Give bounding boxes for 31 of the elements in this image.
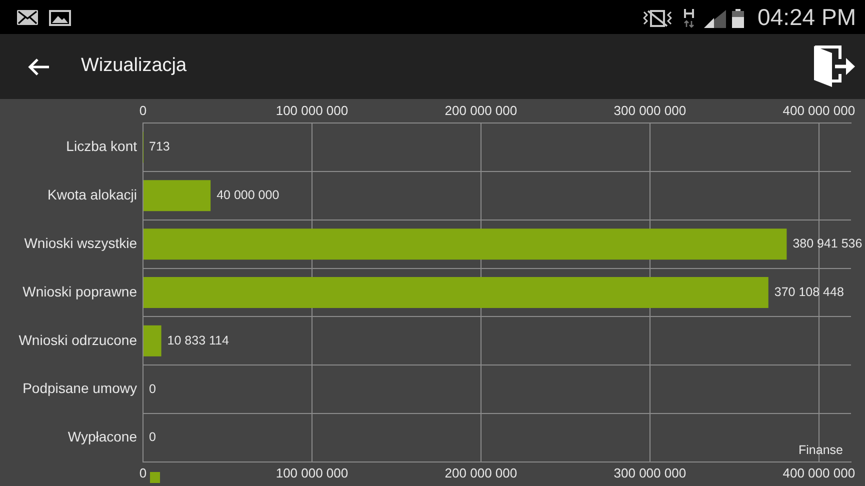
bar — [144, 180, 211, 212]
x2-tick-label: 0 — [139, 465, 147, 480]
y-tick-label: Wypłacone — [68, 428, 138, 445]
text: 04:24 PM — [758, 4, 856, 31]
bar — [144, 325, 162, 356]
data-label: 0 — [149, 382, 156, 396]
y-tick-label: Liczba kont — [66, 138, 138, 154]
bar — [144, 277, 768, 308]
data-label: 10 833 114 — [167, 333, 229, 348]
y-tick-label: Podpisane umowy — [22, 380, 137, 396]
x-tick-label: 200 000 000 — [444, 102, 518, 118]
x2-tick-label: 400 000 000 — [782, 465, 856, 480]
y-tick-label: Wnioski odrzucone — [18, 332, 138, 348]
data-label: 0 — [149, 430, 156, 444]
y-tick-label: Wnioski wszystkie — [24, 234, 138, 251]
data-label: 380 941 536 — [792, 236, 862, 251]
data-label: 713 — [149, 140, 170, 154]
x-tick-label: 400 000 000 — [782, 102, 856, 118]
bar — [144, 228, 787, 260]
x2-tick-label: 200 000 000 — [444, 465, 518, 480]
data-label: 370 108 448 — [774, 284, 844, 299]
y-tick-label: Wnioski poprawne — [22, 283, 138, 300]
annotation: Finanse — [798, 443, 844, 457]
x-tick-label: 0 — [139, 102, 147, 118]
x2-tick-label: 300 000 000 — [614, 465, 686, 480]
chart-title: Wizualizacja — [81, 55, 187, 77]
x-tick-label: 300 000 000 — [614, 102, 686, 118]
x-tick-label: 100 000 000 — [276, 102, 348, 118]
data-label: 40 000 000 — [216, 188, 280, 202]
y-tick-label: Kwota alokacji — [48, 186, 137, 202]
x2-tick-label: 100 000 000 — [276, 465, 348, 480]
